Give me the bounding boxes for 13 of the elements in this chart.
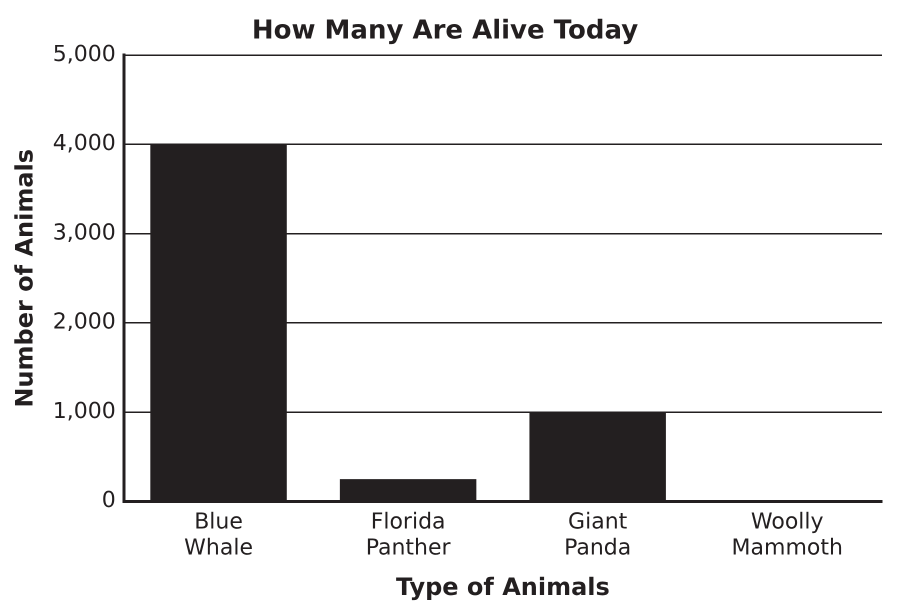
x-tick-label: Blue Whale [184,509,253,561]
y-tick-label: 5,000 [52,42,116,67]
y-axis-title: Number of Animals [10,148,39,408]
x-tick-label: Woolly Mammoth [732,509,843,561]
x-tick-label: Florida Panther [366,509,452,561]
chart-title: How Many Are Alive Today [252,15,638,46]
y-tick-label: 1,000 [52,398,116,424]
y-tick-label: 4,000 [52,131,116,156]
x-axis-title: Type of Animals [396,572,610,601]
x-tick-label: Giant Panda [564,509,632,561]
y-tick-label: 0 [102,488,116,514]
y-tick-label: 2,000 [52,310,116,335]
y-tick-label: 3,000 [52,220,116,246]
